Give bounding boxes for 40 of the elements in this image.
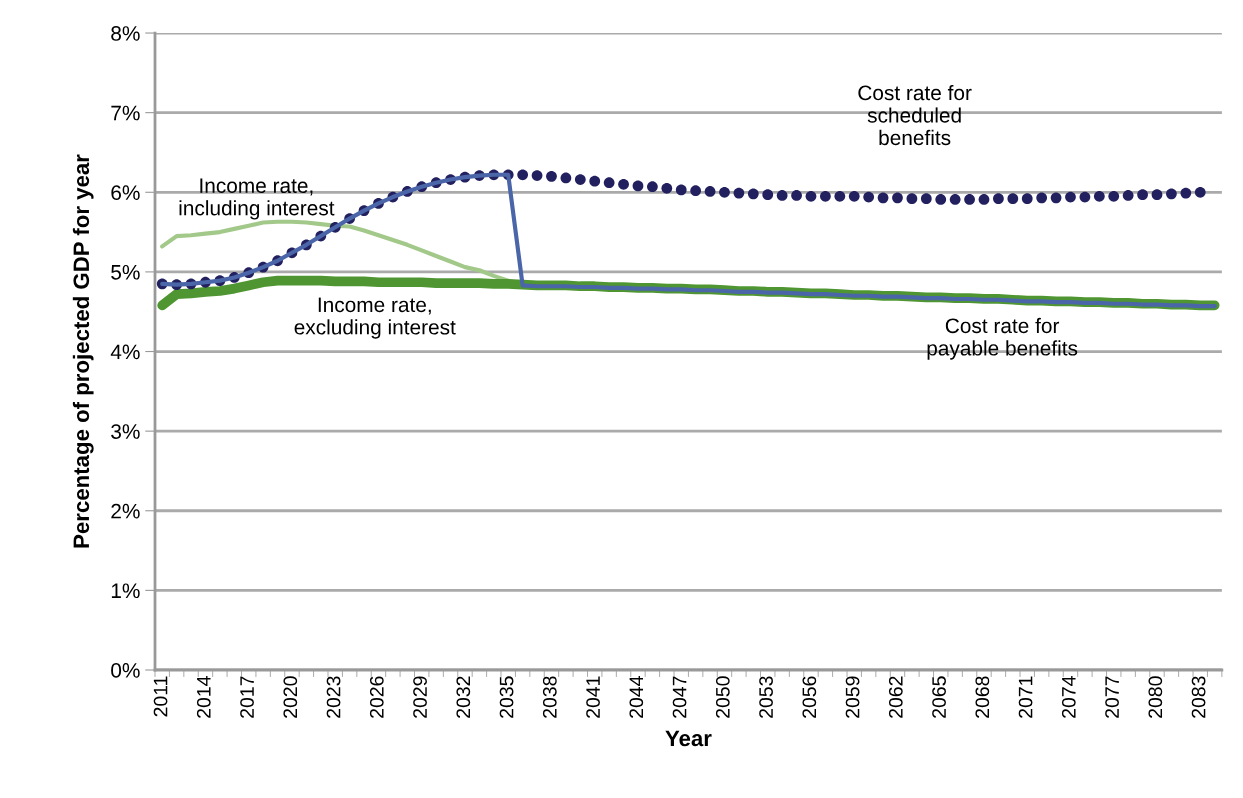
x-tick-label: 2023 bbox=[326, 676, 341, 718]
x-tick-label: 2035 bbox=[499, 676, 514, 718]
series-label: Income rate, excluding interest bbox=[294, 297, 456, 339]
y-tick-label: 5% bbox=[111, 264, 140, 280]
x-tick-label: 2047 bbox=[672, 676, 687, 718]
x-tick-label: 2065 bbox=[932, 676, 946, 718]
x-tick-label: 2071 bbox=[1018, 676, 1033, 718]
x-tick-label: 2044 bbox=[629, 676, 644, 718]
x-tick-label: 2059 bbox=[845, 676, 860, 718]
x-tick-label: 2020 bbox=[283, 676, 298, 718]
y-tick-label: 4% bbox=[110, 344, 140, 360]
x-tick-label: 2038 bbox=[542, 676, 557, 718]
y-tick-label: 1% bbox=[111, 583, 140, 599]
x-tick-label: 2032 bbox=[456, 676, 471, 718]
y-tick-label: 3% bbox=[111, 424, 140, 439]
y-axis-title: Percentage of projected GDP for year bbox=[72, 154, 94, 548]
x-tick-label: 2026 bbox=[369, 676, 384, 718]
y-tick-label: 7% bbox=[111, 105, 140, 121]
x-tick-label: 2050 bbox=[715, 676, 730, 718]
x-tick-label: 2041 bbox=[586, 676, 600, 718]
y-tick-label: 6% bbox=[111, 185, 140, 201]
x-tick-label: 2011 bbox=[153, 676, 168, 717]
x-tick-label: 2077 bbox=[1105, 676, 1119, 718]
series-label: Income rate, including interest bbox=[179, 178, 335, 220]
x-tick-label: 2080 bbox=[1148, 676, 1163, 718]
x-tick-label: 2014 bbox=[196, 676, 211, 718]
x-tick-label: 2083 bbox=[1191, 676, 1206, 718]
series-label: Cost rate for payable benefits bbox=[927, 317, 1078, 360]
y-tick-label: 8% bbox=[111, 26, 140, 41]
x-tick-label: 2017 bbox=[240, 676, 254, 718]
text: Cost rate for scheduled benefits bbox=[858, 84, 972, 146]
x-tick-label: 2029 bbox=[413, 676, 427, 718]
x-axis-title: Year bbox=[665, 730, 712, 747]
x-tick-label: 2062 bbox=[888, 676, 903, 718]
y-tick-label: 2% bbox=[111, 503, 140, 519]
y-tick-label: 0% bbox=[111, 663, 140, 678]
x-tick-label: 2056 bbox=[802, 676, 817, 718]
x-tick-label: 2074 bbox=[1061, 676, 1076, 718]
x-tick-label: 2053 bbox=[759, 676, 773, 718]
x-tick-label: 2068 bbox=[975, 676, 990, 718]
